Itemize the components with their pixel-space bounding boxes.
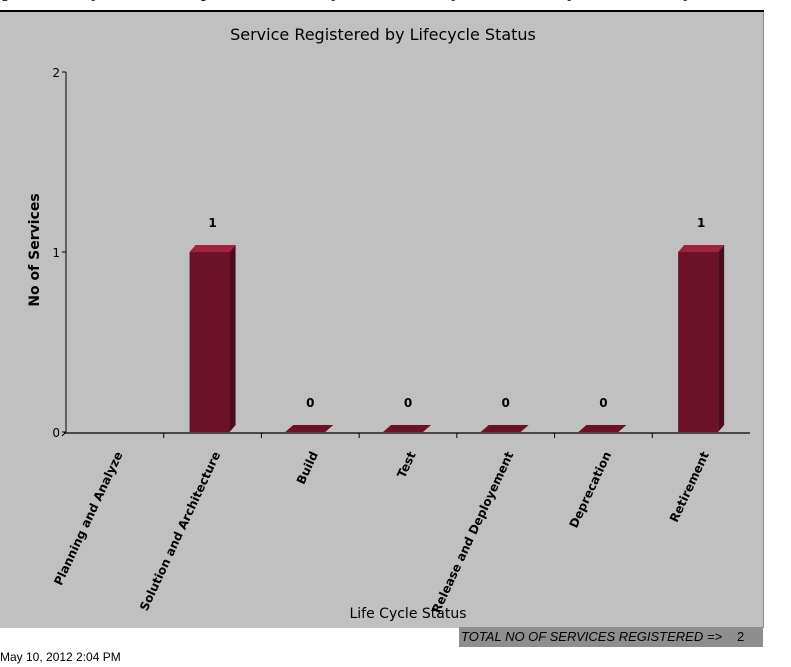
- bars: [189, 245, 725, 432]
- total-services-label: TOTAL NO OF SERVICES REGISTERED =>: [461, 629, 723, 644]
- chart-panel: [0, 12, 764, 628]
- y-axis-label: No of Services: [27, 193, 43, 306]
- data-label: 0: [502, 396, 510, 410]
- y-tick-label: 0: [52, 426, 60, 440]
- y-tick-label: 2: [52, 66, 60, 80]
- x-tick-label: Test: [394, 449, 418, 480]
- top-strip: 2 0 1 0 0 0 0: [0, 0, 764, 12]
- top-strip-digit: 0: [450, 0, 456, 4]
- total-services-box: TOTAL NO OF SERVICES REGISTERED => 2: [459, 627, 763, 647]
- total-services-value: 2: [737, 629, 745, 644]
- chart: Service Registered by Lifecycle Status N…: [27, 25, 750, 622]
- bar-side: [718, 245, 725, 432]
- timestamp: May 10, 2012 2:04 PM: [0, 650, 121, 664]
- chart-title: Service Registered by Lifecycle Status: [230, 25, 536, 44]
- bar: [285, 425, 334, 432]
- x-tick-label: Planning and Analyze: [51, 449, 125, 587]
- bar: [383, 425, 431, 432]
- bar: [578, 425, 627, 432]
- bar: [480, 425, 529, 432]
- top-strip-digit: 2: [2, 0, 8, 4]
- x-tick-label: Build: [294, 449, 321, 486]
- x-tick-label: Deprecation: [567, 449, 615, 530]
- data-label: 1: [208, 216, 216, 230]
- top-strip-digit: 0: [90, 0, 96, 4]
- x-tick-label: Retirement: [667, 449, 712, 524]
- top-strip-digit: 0: [682, 0, 688, 4]
- top-strip-digit: 0: [330, 0, 336, 4]
- data-label: 1: [697, 216, 705, 230]
- x-axis-label: Life Cycle Status: [349, 606, 466, 622]
- bar-side: [229, 245, 236, 432]
- bar: [189, 252, 230, 432]
- bar-top: [189, 245, 236, 252]
- x-tick-label: Release and Deployement: [429, 449, 516, 615]
- bar: [678, 252, 719, 432]
- data-label: 0: [404, 396, 412, 410]
- data-label: 0: [306, 396, 314, 410]
- axes: 0 1 2: [52, 66, 750, 440]
- y-tick-label: 1: [52, 246, 60, 260]
- data-label: 0: [599, 396, 607, 410]
- labels: Planning and Analyze Solution and Archite…: [51, 216, 712, 615]
- top-strip-digit: 0: [566, 0, 572, 4]
- x-tick-label: Solution and Architecture: [137, 449, 223, 613]
- top-strip-digit: 1: [200, 0, 206, 4]
- bar-top: [678, 245, 725, 252]
